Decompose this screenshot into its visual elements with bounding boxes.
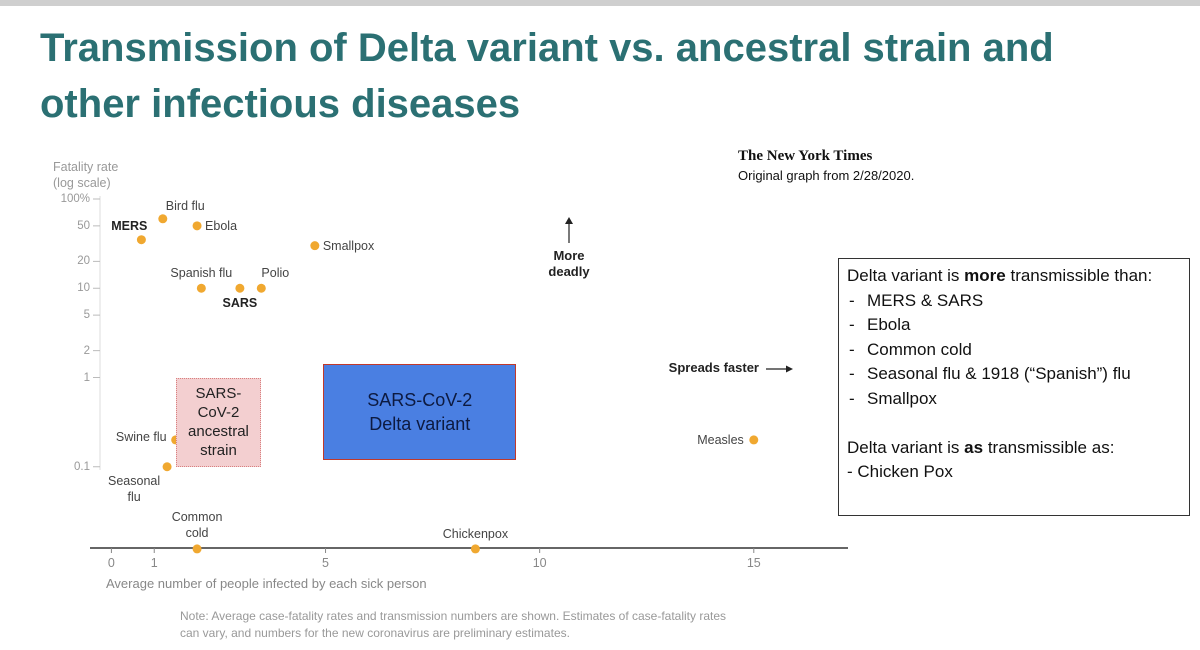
region-label: SARS- CoV-2 ancestral strain bbox=[188, 385, 249, 460]
slide-title: Transmission of Delta variant vs. ancest… bbox=[40, 26, 1054, 126]
callout-item: Ebola bbox=[847, 313, 1181, 338]
callout-extra: - Chicken Pox bbox=[847, 462, 953, 481]
callout-intro: Delta variant is more transmissible than… bbox=[847, 264, 1181, 289]
point-label: Common cold bbox=[171, 509, 223, 540]
point-label: Smallpox bbox=[322, 238, 375, 253]
data-point bbox=[196, 283, 206, 293]
y-axis-label: (log scale) bbox=[53, 176, 111, 190]
callout-item: MERS & SARS bbox=[847, 289, 1181, 314]
emphasis: more bbox=[964, 266, 1006, 285]
data-point bbox=[162, 462, 172, 472]
data-point bbox=[235, 283, 245, 293]
text: transmissible than: bbox=[1005, 266, 1153, 285]
data-point bbox=[470, 544, 480, 554]
point-label: Ebola bbox=[205, 218, 238, 233]
ancestral-strain-box: SARS- CoV-2 ancestral strain bbox=[175, 377, 262, 467]
y-tick-label: 1 bbox=[83, 371, 90, 384]
y-tick-label: 0.1 bbox=[74, 460, 90, 473]
text: Delta variant is bbox=[847, 266, 965, 285]
delta-variant-box: SARS-CoV-2 Delta variant bbox=[323, 364, 517, 460]
chart-note: Note: Average case-fatality rates and tr… bbox=[180, 609, 727, 640]
data-point bbox=[136, 235, 146, 245]
x-tick-label: 10 bbox=[532, 556, 547, 570]
point-label: MERS bbox=[111, 218, 148, 233]
callout-item: Seasonal flu & 1918 (“Spanish”) flu bbox=[847, 362, 1181, 387]
y-tick-label: 20 bbox=[77, 255, 90, 268]
point-label: SARS bbox=[222, 296, 258, 311]
data-point bbox=[192, 544, 202, 554]
callout-list: MERS & SARSEbolaCommon coldSeasonal flu … bbox=[847, 289, 1181, 412]
point-label: Chickenpox bbox=[442, 526, 509, 541]
x-tick-label: 5 bbox=[322, 556, 330, 570]
source-note: Original graph from 2/28/2020. bbox=[738, 168, 915, 183]
callout-box: Delta variant is more transmissible than… bbox=[838, 258, 1190, 516]
y-tick-label: 100% bbox=[60, 193, 90, 205]
callout-item: Common cold bbox=[847, 338, 1181, 363]
emphasis: as bbox=[964, 437, 984, 457]
data-point bbox=[749, 435, 759, 445]
x-tick-label: 1 bbox=[150, 556, 158, 570]
top-bar bbox=[0, 0, 1200, 6]
callout-outro: Delta variant is as transmissible as: bbox=[847, 436, 1181, 461]
point-label: Seasonal flu bbox=[108, 473, 161, 504]
x-tick-label: 0 bbox=[107, 556, 115, 570]
source-logo: The New York Times bbox=[738, 148, 873, 164]
point-label: Polio bbox=[261, 266, 290, 281]
annotation: Spreads faster bbox=[668, 360, 759, 375]
annotation: More deadly bbox=[548, 248, 590, 279]
data-point bbox=[310, 241, 320, 251]
arrow-head bbox=[786, 365, 793, 373]
point-label: Spanish flu bbox=[170, 266, 233, 281]
data-point bbox=[256, 283, 266, 293]
point-label: Bird flu bbox=[165, 198, 205, 213]
data-point bbox=[192, 221, 202, 231]
y-tick-label: 10 bbox=[77, 282, 90, 295]
arrow-head bbox=[565, 217, 573, 224]
point-label: Measles bbox=[697, 432, 744, 447]
x-axis-label: Average number of people infected by eac… bbox=[106, 576, 427, 591]
point-label: Swine flu bbox=[115, 429, 167, 444]
y-tick-label: 50 bbox=[77, 219, 90, 232]
callout-item: Smallpox bbox=[847, 387, 1181, 412]
data-point bbox=[158, 214, 168, 224]
x-tick-label: 15 bbox=[746, 556, 761, 570]
text: transmissible as: bbox=[983, 437, 1115, 457]
y-axis-label: Fatality rate bbox=[53, 160, 119, 174]
y-tick-label: 2 bbox=[83, 344, 90, 357]
text: Delta variant is bbox=[847, 437, 965, 457]
y-tick-label: 5 bbox=[83, 309, 90, 322]
region-label: SARS-CoV-2 Delta variant bbox=[367, 390, 473, 435]
